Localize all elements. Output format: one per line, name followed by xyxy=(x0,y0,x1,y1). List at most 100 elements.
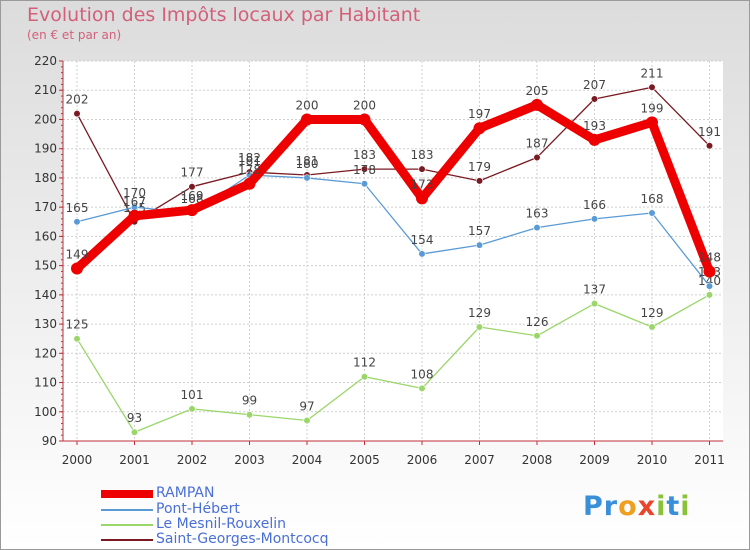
data-point xyxy=(648,209,656,217)
data-label: 112 xyxy=(353,356,376,370)
data-point xyxy=(531,98,543,111)
y-tick-label: 160 xyxy=(34,229,57,243)
data-point xyxy=(73,110,81,118)
y-tick-label: 180 xyxy=(34,171,57,185)
data-label: 149 xyxy=(66,248,89,262)
logo-letter: x xyxy=(637,491,657,522)
data-label: 163 xyxy=(526,207,549,221)
legend-label-saint-georges-montcocq: Saint-Georges-Montcocq xyxy=(156,531,329,547)
data-label: 193 xyxy=(583,119,606,133)
x-tick-label: 2003 xyxy=(234,453,265,467)
x-tick-label: 2009 xyxy=(579,453,610,467)
y-tick-label: 200 xyxy=(34,112,57,126)
data-label: 129 xyxy=(468,306,491,320)
data-label: 207 xyxy=(583,78,606,92)
data-label: 137 xyxy=(583,283,606,297)
data-point xyxy=(703,265,716,278)
data-point xyxy=(186,204,198,217)
series-line-rampan xyxy=(72,100,714,276)
data-label: 177 xyxy=(181,166,204,180)
data-label: 182 xyxy=(238,151,261,165)
data-point xyxy=(358,113,371,126)
data-point xyxy=(418,250,426,258)
data-label: 202 xyxy=(66,93,89,107)
data-point xyxy=(588,133,601,146)
data-point xyxy=(303,174,311,182)
y-tick-label: 190 xyxy=(34,142,57,156)
data-label: 183 xyxy=(411,148,434,162)
data-label: 129 xyxy=(641,306,664,320)
data-point xyxy=(533,224,541,232)
x-tick-label: 2006 xyxy=(407,453,438,467)
logo-letter: t xyxy=(666,491,681,522)
data-label: 170 xyxy=(123,186,146,200)
data-point xyxy=(533,332,541,340)
data-point xyxy=(360,165,369,173)
data-label: 200 xyxy=(353,98,376,112)
data-label: 165 xyxy=(66,201,89,215)
y-tick-label: 100 xyxy=(34,405,57,419)
legend-label-le-mesnil-rouxelin: Le Mesnil-Rouxelin xyxy=(156,516,286,532)
data-point xyxy=(188,405,196,413)
data-point xyxy=(646,116,658,129)
data-label: 211 xyxy=(641,66,664,80)
legend-swatch-le-mesnil-rouxelin xyxy=(101,524,153,526)
data-label: 197 xyxy=(468,107,491,121)
x-tick-label: 2011 xyxy=(694,453,725,467)
series-line-saint-georges-montcocq xyxy=(76,86,711,223)
data-label: 183 xyxy=(353,148,376,162)
proxiti-logo: Proxiti xyxy=(583,491,691,522)
data-label: 199 xyxy=(641,101,664,115)
data-point xyxy=(301,113,313,126)
data-point xyxy=(648,83,656,91)
data-label: 148 xyxy=(698,250,721,264)
data-label: 178 xyxy=(238,163,261,177)
data-point xyxy=(303,416,311,425)
legend-label-rampan: RAMPAN xyxy=(156,485,215,501)
logo-letter: o xyxy=(618,491,638,522)
logo-letter: P xyxy=(583,491,604,522)
legend-swatch-rampan xyxy=(101,490,153,498)
data-point xyxy=(245,411,254,419)
data-point xyxy=(416,192,428,205)
data-label: 99 xyxy=(242,394,257,408)
data-label: 205 xyxy=(526,84,549,98)
chart-title: Evolution des Impôts locaux par Habitant xyxy=(27,4,421,26)
data-label: 166 xyxy=(583,198,606,212)
data-point xyxy=(475,177,484,185)
data-point xyxy=(533,153,541,162)
data-label: 108 xyxy=(411,367,434,381)
data-point xyxy=(360,373,369,381)
data-label: 181 xyxy=(238,154,261,168)
data-point xyxy=(243,177,256,190)
data-label: 180 xyxy=(296,157,319,171)
plot-area xyxy=(63,61,723,441)
x-tick-label: 2001 xyxy=(119,453,150,467)
data-point xyxy=(590,95,599,103)
data-label: 101 xyxy=(181,388,204,402)
data-point xyxy=(475,241,484,249)
data-label: 168 xyxy=(181,192,204,206)
data-label: 126 xyxy=(526,315,549,329)
data-point xyxy=(705,142,714,150)
data-label: 187 xyxy=(526,136,549,150)
data-point xyxy=(475,323,484,331)
legend-label-pont-hebert: Pont-Hébert xyxy=(156,501,240,517)
y-tick-label: 120 xyxy=(34,346,57,360)
data-point xyxy=(473,122,486,135)
x-tick-label: 2005 xyxy=(349,453,380,467)
data-label: 167 xyxy=(123,195,146,209)
legend-swatch-pont-hebert xyxy=(101,509,153,511)
data-label: 140 xyxy=(698,274,721,288)
data-label: 173 xyxy=(411,177,434,191)
data-label: 169 xyxy=(181,189,204,203)
data-point xyxy=(71,262,83,275)
x-tick-label: 2002 xyxy=(177,453,208,467)
x-tick-label: 2004 xyxy=(292,453,323,467)
data-label: 178 xyxy=(353,163,376,177)
series-line-le-mesnil-rouxelin xyxy=(76,294,711,433)
x-tick-label: 2000 xyxy=(62,453,93,467)
data-point xyxy=(73,335,81,343)
y-tick-label: 210 xyxy=(34,83,57,97)
data-label: 200 xyxy=(296,98,319,112)
